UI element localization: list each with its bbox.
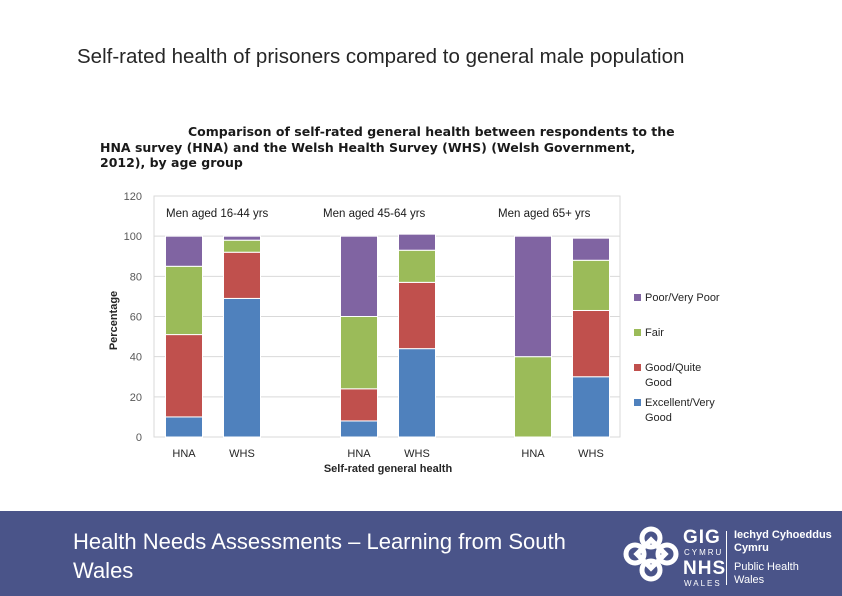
- bar-segment-poor: [398, 233, 436, 251]
- celtic-knot-icon: [623, 526, 679, 582]
- y-tick-label: 20: [130, 392, 142, 404]
- bar-segment-excellent: [572, 376, 610, 438]
- legend-label: Good/Quite: [645, 362, 701, 374]
- bar-segment-good: [340, 388, 378, 422]
- group-label: Men aged 16-44 yrs: [166, 208, 269, 220]
- phw-logo: GIG CYMRU NHS WALES Iechyd Cyhoeddus Cym…: [622, 523, 832, 588]
- legend-swatch-fair: [634, 329, 641, 336]
- bar-segment-fair: [340, 316, 378, 390]
- group-label: Men aged 45-64 yrs: [323, 208, 426, 220]
- footer-banner: Health Needs Assessments – Learning from…: [0, 511, 842, 596]
- y-tick-label: 40: [130, 352, 142, 364]
- x-tick-label: HNA: [521, 448, 545, 460]
- bar-segment-good: [572, 309, 610, 378]
- y-tick-label: 120: [124, 191, 142, 203]
- legend-label: Fair: [645, 327, 664, 339]
- bar-segment-fair: [223, 239, 261, 253]
- bar-segment-excellent: [165, 416, 203, 438]
- bar-segment-poor: [223, 235, 261, 241]
- slide-title: Self-rated health of prisoners compared …: [77, 45, 685, 68]
- legend-label: Good: [645, 377, 672, 389]
- footer-text: Health Needs Assessments – Learning from…: [73, 529, 566, 583]
- bar-segment-excellent: [398, 348, 436, 438]
- logo-cymru-2: Cymru: [734, 542, 769, 554]
- logo-gig: GIG: [683, 527, 721, 548]
- group-label: Men aged 65+ yrs: [498, 208, 591, 220]
- chart-title-line-3: 2012), by age group: [100, 155, 243, 170]
- x-tick-label: HNA: [347, 448, 371, 460]
- legend-swatch-poor: [634, 294, 641, 301]
- bar-segment-good: [165, 334, 203, 418]
- chart-title-line-2: HNA survey (HNA) and the Welsh Health Su…: [100, 139, 636, 155]
- x-tick-label: WHS: [229, 448, 255, 460]
- x-tick-label: WHS: [404, 448, 430, 460]
- bar-segment-fair: [514, 356, 552, 438]
- bar-segment-poor: [514, 235, 552, 358]
- y-tick-label: 0: [136, 432, 142, 444]
- bar-segment-good: [223, 251, 261, 299]
- logo-nhs: NHS: [683, 558, 727, 579]
- legend-swatch-good: [634, 364, 641, 371]
- x-tick-label: HNA: [172, 448, 196, 460]
- logo-public-health: Public Health: [734, 561, 799, 573]
- bar-segment-poor: [165, 235, 203, 267]
- logo-divider: [726, 531, 727, 585]
- y-tick-label: 80: [130, 271, 142, 283]
- x-axis-label: Self-rated general health: [324, 463, 453, 475]
- logo-wales-2: Wales: [734, 574, 765, 586]
- legend-label: Good: [645, 412, 672, 424]
- chart-title: Comparison of self-rated general health …: [100, 124, 760, 171]
- y-tick-label: 100: [124, 231, 142, 243]
- logo-iechyd: Iechyd Cyhoeddus: [734, 529, 832, 541]
- x-tick-label: WHS: [578, 448, 604, 460]
- bar-segment-good: [398, 281, 436, 350]
- bar-segment-poor: [340, 235, 378, 318]
- y-axis-label: Percentage: [108, 291, 120, 350]
- bar-segment-fair: [165, 265, 203, 336]
- bar-segment-fair: [398, 249, 436, 283]
- legend-swatch-excellent: [634, 399, 641, 406]
- legend-label: Poor/Very Poor: [645, 292, 720, 304]
- chart-title-line-1: Comparison of self-rated general health …: [188, 124, 675, 139]
- y-tick-label: 60: [130, 312, 142, 324]
- stacked-bar-chart: 0 20 40 60 80 100 120 Percentage Men aged 16-44 …: [108, 191, 720, 475]
- bar-segment-fair: [572, 259, 610, 311]
- logo-cymru: CYMRU: [684, 548, 724, 557]
- bar-segment-excellent: [223, 297, 261, 438]
- logo-wales: WALES: [684, 579, 722, 588]
- bar-segment-excellent: [340, 420, 378, 438]
- bar-segment-poor: [572, 237, 610, 261]
- legend-label: Excellent/Very: [645, 397, 715, 409]
